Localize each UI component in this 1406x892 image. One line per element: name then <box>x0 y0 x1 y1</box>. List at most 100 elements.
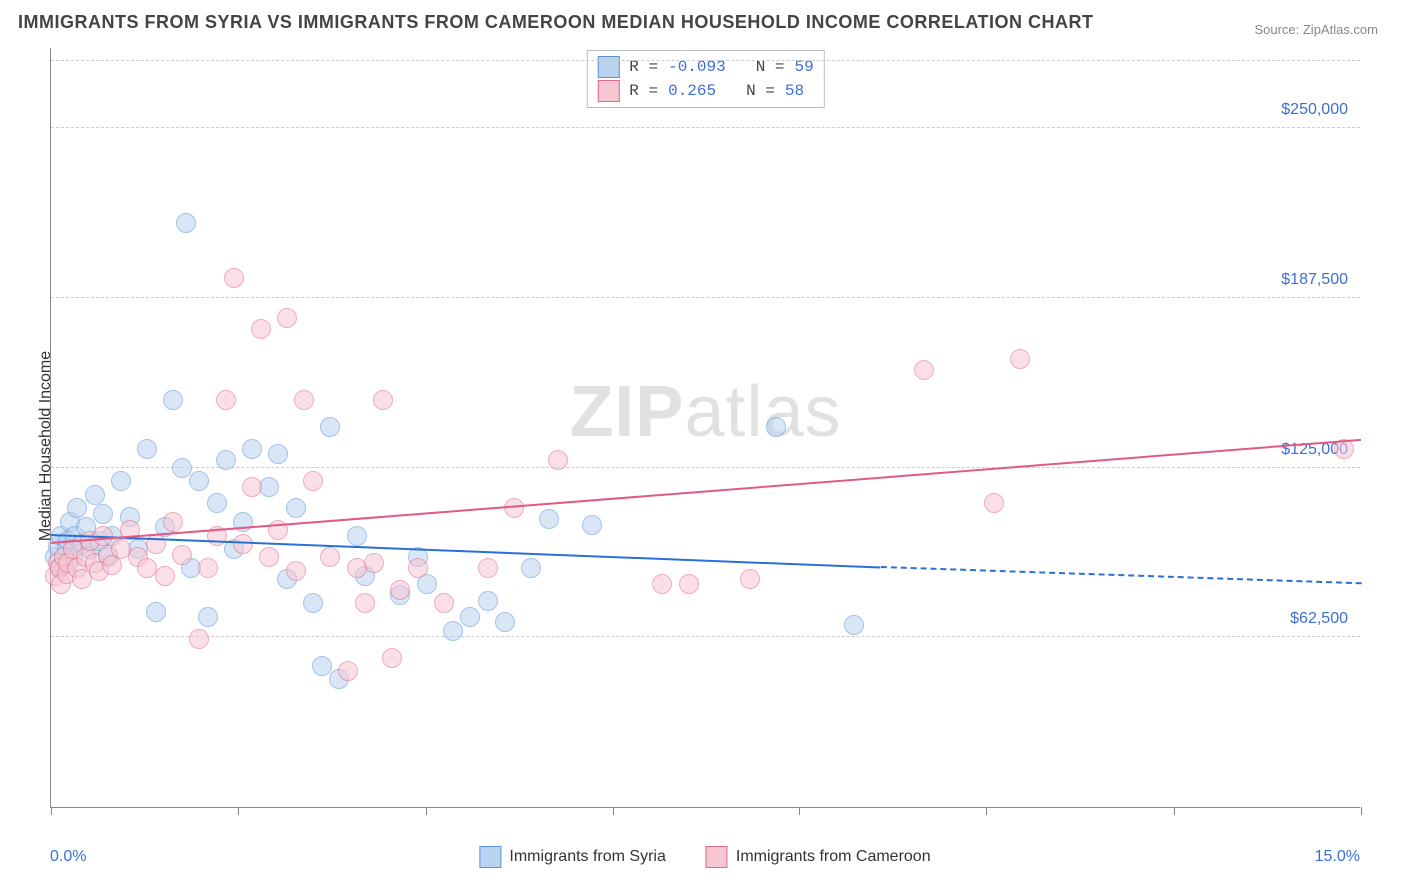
x-tick <box>799 807 800 815</box>
data-point <box>373 390 393 410</box>
data-point <box>242 477 262 497</box>
stats-row: R = 0.265 N = 58 <box>597 79 813 103</box>
data-point <box>163 390 183 410</box>
data-point <box>294 390 314 410</box>
data-point <box>137 439 157 459</box>
data-point <box>766 417 786 437</box>
data-point <box>224 268 244 288</box>
chart-plot-area: ZIPatlas R =-0.093N =59R = 0.265N =58 $6… <box>50 48 1360 808</box>
data-point <box>338 661 358 681</box>
legend-item: Immigrants from Cameroon <box>706 846 931 868</box>
data-point <box>251 319 271 339</box>
data-point <box>347 526 367 546</box>
legend-item: Immigrants from Syria <box>479 846 665 868</box>
data-point <box>303 593 323 613</box>
data-point <box>172 458 192 478</box>
gridline <box>51 297 1360 298</box>
data-point <box>111 471 131 491</box>
data-point <box>478 591 498 611</box>
data-point <box>495 612 515 632</box>
r-label: R = <box>629 79 658 103</box>
x-tick <box>1361 807 1362 815</box>
x-axis-row: 0.0% Immigrants from SyriaImmigrants fro… <box>50 834 1360 874</box>
series-legend: Immigrants from Syria Immigrants from Cam… <box>479 846 930 868</box>
source-attribution: Source: ZipAtlas.com <box>1254 22 1378 37</box>
data-point <box>303 471 323 491</box>
x-tick <box>1174 807 1175 815</box>
data-point <box>521 558 541 578</box>
data-point <box>207 493 227 513</box>
data-point <box>242 439 262 459</box>
n-value: 58 <box>785 79 804 103</box>
watermark-light: atlas <box>684 372 841 452</box>
x-tick <box>426 807 427 815</box>
x-axis-min-label: 0.0% <box>50 848 86 866</box>
data-point <box>679 574 699 594</box>
data-point <box>364 553 384 573</box>
data-point <box>443 621 463 641</box>
legend-label: Immigrants from Syria <box>509 848 665 866</box>
legend-label: Immigrants from Cameroon <box>736 848 931 866</box>
data-point <box>286 498 306 518</box>
data-point <box>984 493 1004 513</box>
legend-swatch <box>706 846 728 868</box>
gridline <box>51 467 1360 468</box>
data-point <box>1010 349 1030 369</box>
watermark-bold: ZIP <box>569 372 684 452</box>
source-label: Source: <box>1254 22 1302 37</box>
data-point <box>189 471 209 491</box>
data-point <box>216 390 236 410</box>
gridline <box>51 127 1360 128</box>
n-label: N = <box>746 79 775 103</box>
x-axis-max-label: 15.0% <box>1315 848 1360 866</box>
data-point <box>504 498 524 518</box>
data-point <box>155 566 175 586</box>
data-point <box>172 545 192 565</box>
y-tick-label: $62,500 <box>1290 610 1348 628</box>
data-point <box>320 547 340 567</box>
data-point <box>216 450 236 470</box>
x-tick <box>613 807 614 815</box>
watermark: ZIPatlas <box>569 371 841 453</box>
data-point <box>259 547 279 567</box>
gridline <box>51 636 1360 637</box>
data-point <box>198 558 218 578</box>
data-point <box>390 580 410 600</box>
data-point <box>176 213 196 233</box>
data-point <box>67 498 87 518</box>
data-point <box>163 512 183 532</box>
legend-swatch <box>479 846 501 868</box>
chart-title: IMMIGRANTS FROM SYRIA VS IMMIGRANTS FROM… <box>18 12 1093 33</box>
gridline <box>51 60 1360 61</box>
x-tick <box>51 807 52 815</box>
data-point <box>312 656 332 676</box>
data-point <box>382 648 402 668</box>
r-value: 0.265 <box>668 79 716 103</box>
trend-line <box>881 566 1361 584</box>
data-point <box>460 607 480 627</box>
data-point <box>539 509 559 529</box>
data-point <box>434 593 454 613</box>
data-point <box>268 444 288 464</box>
data-point <box>259 477 279 497</box>
data-point <box>548 450 568 470</box>
data-point <box>146 602 166 622</box>
data-point <box>844 615 864 635</box>
data-point <box>198 607 218 627</box>
source-link[interactable]: ZipAtlas.com <box>1303 22 1378 37</box>
y-tick-label: $250,000 <box>1281 101 1348 119</box>
data-point <box>740 569 760 589</box>
data-point <box>408 558 428 578</box>
y-tick-label: $187,500 <box>1281 271 1348 289</box>
data-point <box>277 308 297 328</box>
data-point <box>93 504 113 524</box>
x-tick <box>986 807 987 815</box>
x-tick <box>238 807 239 815</box>
data-point <box>85 485 105 505</box>
data-point <box>652 574 672 594</box>
data-point <box>320 417 340 437</box>
data-point <box>146 534 166 554</box>
data-point <box>914 360 934 380</box>
data-point <box>582 515 602 535</box>
data-point <box>286 561 306 581</box>
